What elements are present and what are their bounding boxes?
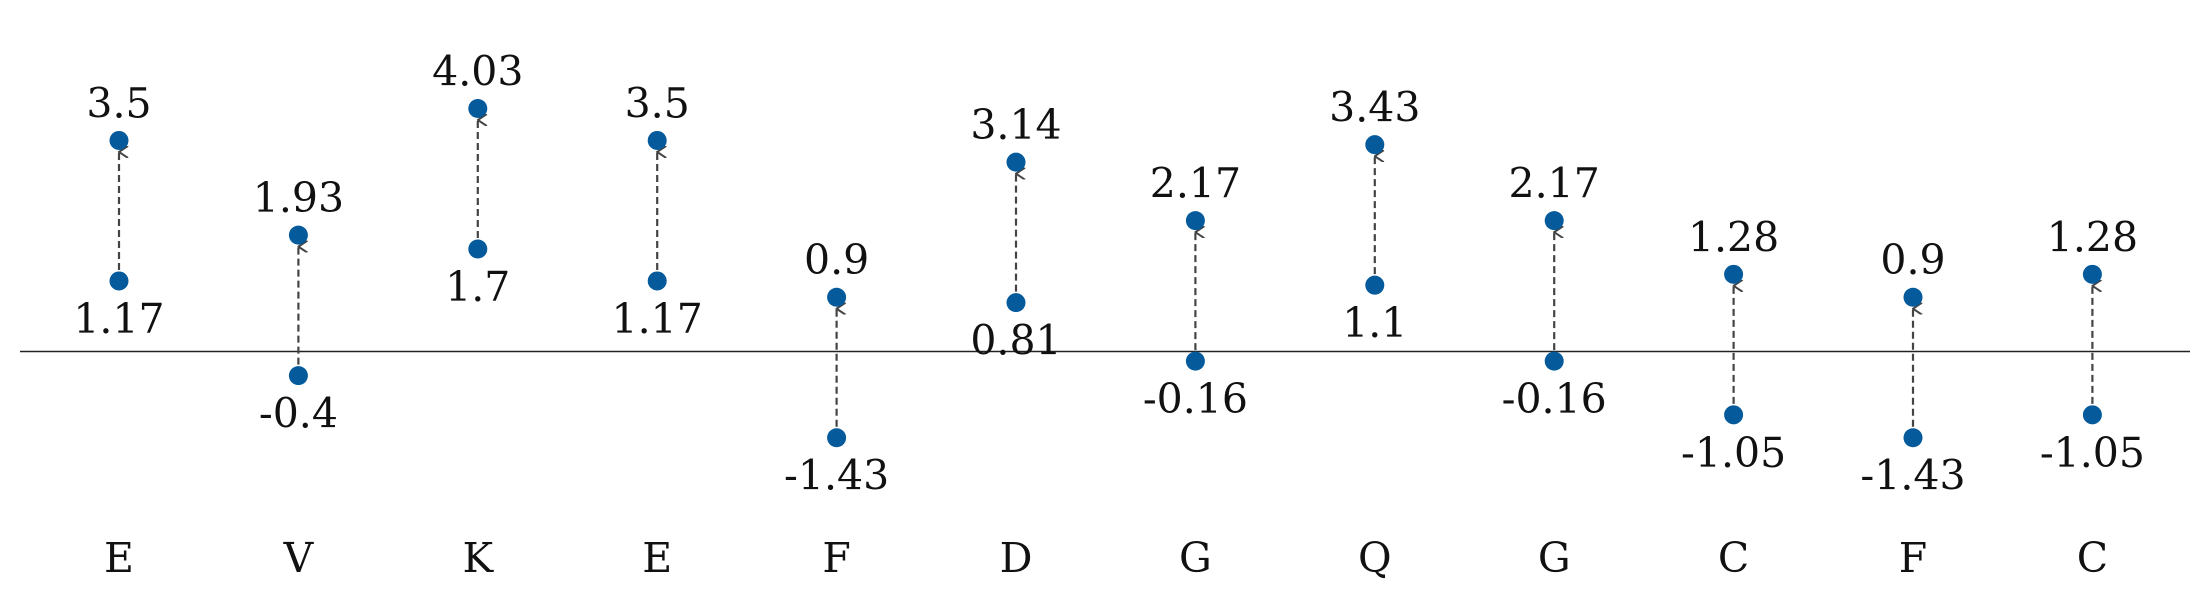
category-label-8: G [1538,534,1571,582]
category-label-9: C [1718,534,1749,582]
start-value-label-9: -1.05 [1681,429,1786,477]
start-point-5 [1006,293,1026,313]
category-label-11: C [2077,534,2108,582]
end-value-label-0: 3.5 [86,79,151,127]
end-value-label-6: 2.17 [1150,160,1241,208]
end-value-label-1: 1.93 [253,174,344,222]
start-point-2 [468,239,488,259]
start-point-0 [109,271,129,291]
start-value-label-6: -0.16 [1143,375,1248,423]
start-value-label-8: -0.16 [1502,375,1607,423]
category-label-10: F [1899,534,1927,582]
start-point-4 [827,428,847,448]
end-point-10 [1903,287,1923,307]
start-point-11 [2082,405,2102,425]
category-label-6: G [1179,534,1212,582]
start-value-label-11: -1.05 [2040,429,2145,477]
category-label-2: K [462,534,494,582]
start-point-1 [288,366,308,386]
end-point-0 [109,130,129,150]
start-point-9 [1724,405,1744,425]
end-value-label-10: 0.9 [1880,236,1945,284]
category-label-5: D [1000,534,1033,582]
end-value-label-7: 3.43 [1329,84,1420,132]
start-value-label-7: 1.1 [1342,299,1407,347]
start-value-label-3: 1.17 [612,295,703,343]
start-value-label-5: 0.81 [970,317,1061,365]
start-value-label-2: 1.7 [445,263,510,311]
start-point-3 [647,271,667,291]
start-point-6 [1185,351,1205,371]
category-label-0: E [104,534,134,582]
end-point-9 [1724,264,1744,284]
end-value-label-4: 0.9 [804,236,869,284]
end-point-5 [1006,152,1026,172]
end-value-label-11: 1.28 [2047,213,2138,261]
start-point-7 [1365,275,1385,295]
end-point-11 [2082,264,2102,284]
end-point-1 [288,225,308,245]
category-label-1: V [283,534,315,582]
end-point-7 [1365,135,1385,155]
category-label-3: E [642,534,672,582]
start-value-label-0: 1.17 [73,295,164,343]
chart-marks: 3.5 1.17 E 1.93 -0.4 V 4.03 1.7 K 3.5 1.17 E 0.9 -1.4… [73,47,2145,582]
start-point-10 [1903,428,1923,448]
end-point-2 [468,98,488,118]
end-point-3 [647,130,667,150]
start-value-label-4: -1.43 [784,452,889,500]
start-value-label-10: -1.43 [1860,452,1965,500]
end-value-label-3: 3.5 [625,79,690,127]
start-point-8 [1544,351,1564,371]
category-label-4: F [822,534,850,582]
end-point-8 [1544,211,1564,231]
start-value-label-1: -0.4 [259,390,338,438]
end-value-label-9: 1.28 [1688,213,1779,261]
end-point-6 [1185,211,1205,231]
end-point-4 [827,287,847,307]
end-value-label-5: 3.14 [970,101,1061,149]
end-value-label-2: 4.03 [432,47,523,95]
end-value-label-8: 2.17 [1509,160,1600,208]
category-label-7: Q [1358,534,1392,582]
